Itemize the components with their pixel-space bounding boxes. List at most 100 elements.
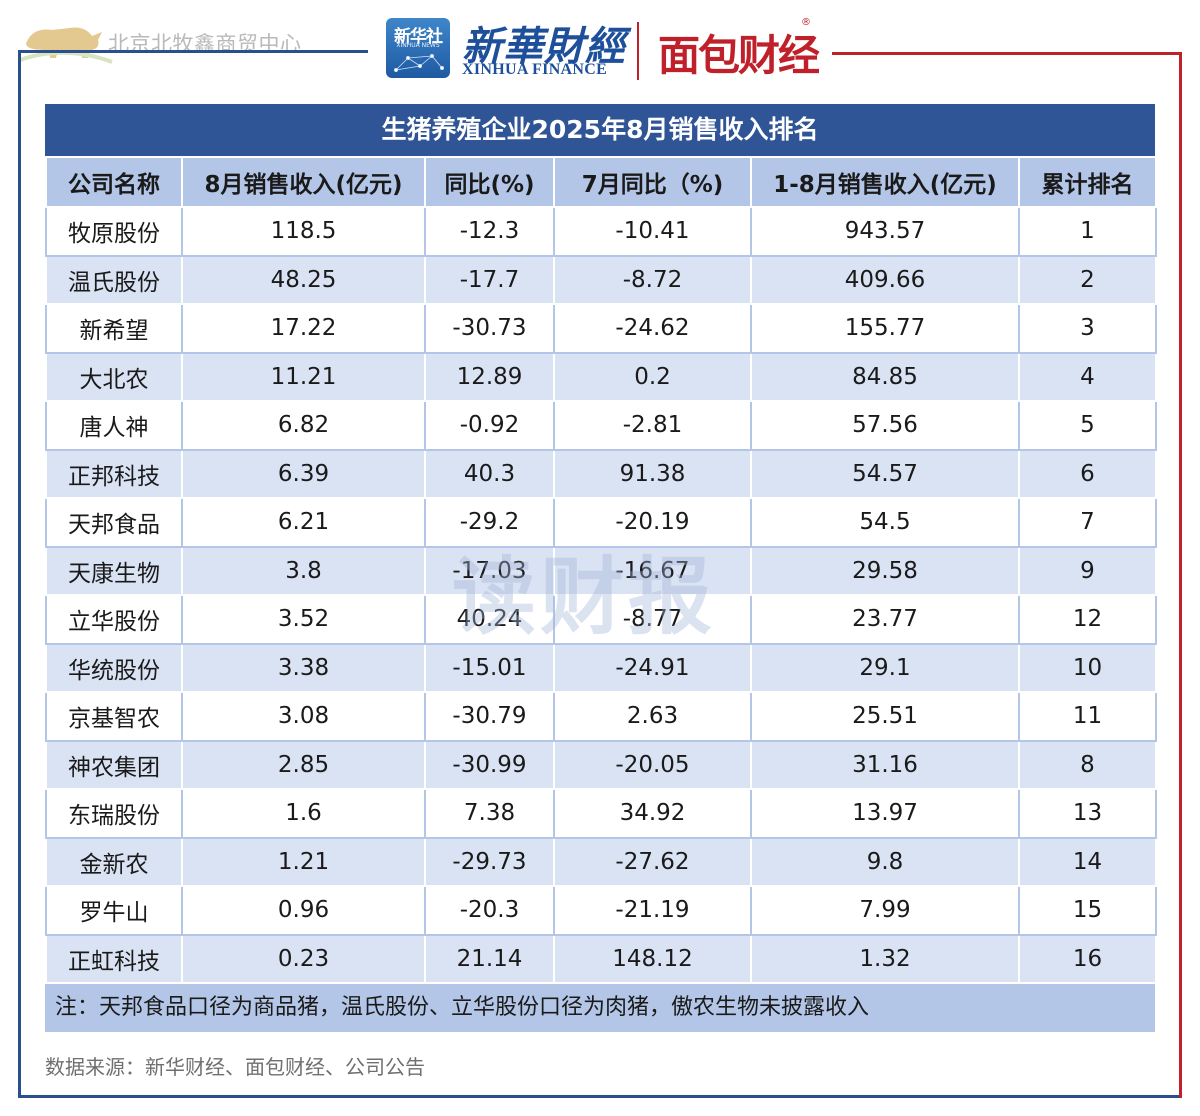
cell-yoy: 21.14 xyxy=(424,933,555,984)
logo-separator xyxy=(637,22,639,80)
table-row: 立华股份 3.52 40.24 -8.77 23.77 12 xyxy=(45,594,1157,645)
cell-yoy: -30.99 xyxy=(424,739,555,790)
table-row: 唐人神 6.82 -0.92 -2.81 57.56 5 xyxy=(45,400,1157,451)
cell-company: 罗牛山 xyxy=(45,885,183,936)
cell-company: 金新农 xyxy=(45,836,183,887)
cell-jul-yoy: -10.41 xyxy=(553,206,752,257)
cell-ytd-revenue: 54.5 xyxy=(750,497,1020,548)
cell-aug-revenue: 1.6 xyxy=(181,788,426,839)
cell-yoy: 12.89 xyxy=(424,351,555,402)
cell-ytd-revenue: 7.99 xyxy=(750,885,1020,936)
cell-aug-revenue: 6.82 xyxy=(181,400,426,451)
cell-jul-yoy: 34.92 xyxy=(553,788,752,839)
frame-left-border xyxy=(18,50,21,1098)
header-blue-line xyxy=(18,50,368,53)
cell-company: 新希望 xyxy=(45,303,183,354)
table-row: 正邦科技 6.39 40.3 91.38 54.57 6 xyxy=(45,448,1157,499)
cell-company: 华统股份 xyxy=(45,642,183,693)
table-row: 华统股份 3.38 -15.01 -24.91 29.1 10 xyxy=(45,642,1157,693)
col-header-jul-yoy: 7月同比（%) xyxy=(553,156,752,208)
header-red-line xyxy=(832,52,1182,55)
table-row: 神农集团 2.85 -30.99 -20.05 31.16 8 xyxy=(45,739,1157,790)
cell-company: 正邦科技 xyxy=(45,448,183,499)
cell-ytd-revenue: 29.1 xyxy=(750,642,1020,693)
cell-jul-yoy: -20.19 xyxy=(553,497,752,548)
cell-rank: 1 xyxy=(1018,206,1157,257)
cell-ytd-revenue: 409.66 xyxy=(750,254,1020,305)
cell-rank: 15 xyxy=(1018,885,1157,936)
cell-rank: 13 xyxy=(1018,788,1157,839)
data-source: 数据来源：新华财经、面包财经、公司公告 xyxy=(45,1055,425,1079)
table-body: 牧原股份 118.5 -12.3 -10.41 943.57 1 温氏股份 48.25 -17.… xyxy=(45,206,1157,984)
cell-yoy: -12.3 xyxy=(424,206,555,257)
cell-yoy: -17.03 xyxy=(424,545,555,596)
cell-jul-yoy: -8.77 xyxy=(553,594,752,645)
cell-aug-revenue: 0.96 xyxy=(181,885,426,936)
cell-yoy: -20.3 xyxy=(424,885,555,936)
header-row: 公司名称 8月销售收入(亿元) 同比(%) 7月同比（%) 1-8月销售收入(亿… xyxy=(45,156,1157,208)
cell-jul-yoy: -16.67 xyxy=(553,545,752,596)
table-note: 注：天邦食品口径为商品猪，温氏股份、立华股份口径为肉猪，傲农生物未披露收入 xyxy=(45,984,1155,1032)
cell-aug-revenue: 3.38 xyxy=(181,642,426,693)
table-title: 生猪养殖企业2025年8月销售收入排名 xyxy=(45,104,1155,156)
cell-ytd-revenue: 155.77 xyxy=(750,303,1020,354)
cell-rank: 8 xyxy=(1018,739,1157,790)
xinhua-news-badge: 新华社 XINHUA NEWS xyxy=(386,18,450,78)
cell-yoy: -29.2 xyxy=(424,497,555,548)
cell-yoy: -17.7 xyxy=(424,254,555,305)
cell-yoy: -30.73 xyxy=(424,303,555,354)
cell-jul-yoy: -20.05 xyxy=(553,739,752,790)
table-row: 温氏股份 48.25 -17.7 -8.72 409.66 2 xyxy=(45,254,1157,305)
cell-rank: 6 xyxy=(1018,448,1157,499)
xinhua-finance-logo: 新華財經 xyxy=(462,23,626,70)
cell-ytd-revenue: 54.57 xyxy=(750,448,1020,499)
cell-rank: 16 xyxy=(1018,933,1157,984)
table-row: 京基智农 3.08 -30.79 2.63 25.51 11 xyxy=(45,691,1157,742)
mianbao-finance-logo: 面包财经 xyxy=(658,31,820,80)
cell-jul-yoy: 148.12 xyxy=(553,933,752,984)
table-row: 正虹科技 0.23 21.14 148.12 1.32 16 xyxy=(45,933,1157,984)
cell-yoy: -0.92 xyxy=(424,400,555,451)
ranking-table: 生猪养殖企业2025年8月销售收入排名 公司名称 8月销售收入(亿元) 同比(%… xyxy=(45,104,1157,1032)
cell-ytd-revenue: 1.32 xyxy=(750,933,1020,984)
cell-company: 正虹科技 xyxy=(45,933,183,984)
cell-rank: 11 xyxy=(1018,691,1157,742)
cell-jul-yoy: -24.62 xyxy=(553,303,752,354)
registered-mark: ® xyxy=(801,17,811,28)
bull-logo-icon xyxy=(19,27,113,64)
col-header-rank: 累计排名 xyxy=(1018,156,1157,208)
cell-jul-yoy: 91.38 xyxy=(553,448,752,499)
cell-rank: 12 xyxy=(1018,594,1157,645)
cell-company: 大北农 xyxy=(45,351,183,402)
table-row: 新希望 17.22 -30.73 -24.62 155.77 3 xyxy=(45,303,1157,354)
page-header: 北京北牧鑫商贸中心 新华社 XINHUA NEWS 新華財經 XINHUA FI… xyxy=(0,0,1200,96)
cell-jul-yoy: -8.72 xyxy=(553,254,752,305)
cell-aug-revenue: 11.21 xyxy=(181,351,426,402)
cell-aug-revenue: 48.25 xyxy=(181,254,426,305)
cell-ytd-revenue: 57.56 xyxy=(750,400,1020,451)
table-row: 大北农 11.21 12.89 0.2 84.85 4 xyxy=(45,351,1157,402)
cell-aug-revenue: 3.52 xyxy=(181,594,426,645)
cell-ytd-revenue: 943.57 xyxy=(750,206,1020,257)
cell-ytd-revenue: 13.97 xyxy=(750,788,1020,839)
cell-company: 牧原股份 xyxy=(45,206,183,257)
cell-aug-revenue: 6.39 xyxy=(181,448,426,499)
cell-ytd-revenue: 84.85 xyxy=(750,351,1020,402)
data-table: 公司名称 8月销售收入(亿元) 同比(%) 7月同比（%) 1-8月销售收入(亿… xyxy=(45,156,1157,984)
cell-company: 立华股份 xyxy=(45,594,183,645)
col-header-company: 公司名称 xyxy=(45,156,183,208)
cell-aug-revenue: 17.22 xyxy=(181,303,426,354)
cell-aug-revenue: 6.21 xyxy=(181,497,426,548)
cell-jul-yoy: -21.19 xyxy=(553,885,752,936)
cell-company: 温氏股份 xyxy=(45,254,183,305)
cell-company: 天康生物 xyxy=(45,545,183,596)
cell-rank: 5 xyxy=(1018,400,1157,451)
cell-company: 神农集团 xyxy=(45,739,183,790)
cell-yoy: -29.73 xyxy=(424,836,555,887)
cell-rank: 9 xyxy=(1018,545,1157,596)
cell-yoy: 40.3 xyxy=(424,448,555,499)
col-header-aug-revenue: 8月销售收入(亿元) xyxy=(181,156,426,208)
cell-company: 唐人神 xyxy=(45,400,183,451)
xinhua-badge-title: 新华社 xyxy=(394,27,443,47)
cell-aug-revenue: 1.21 xyxy=(181,836,426,887)
